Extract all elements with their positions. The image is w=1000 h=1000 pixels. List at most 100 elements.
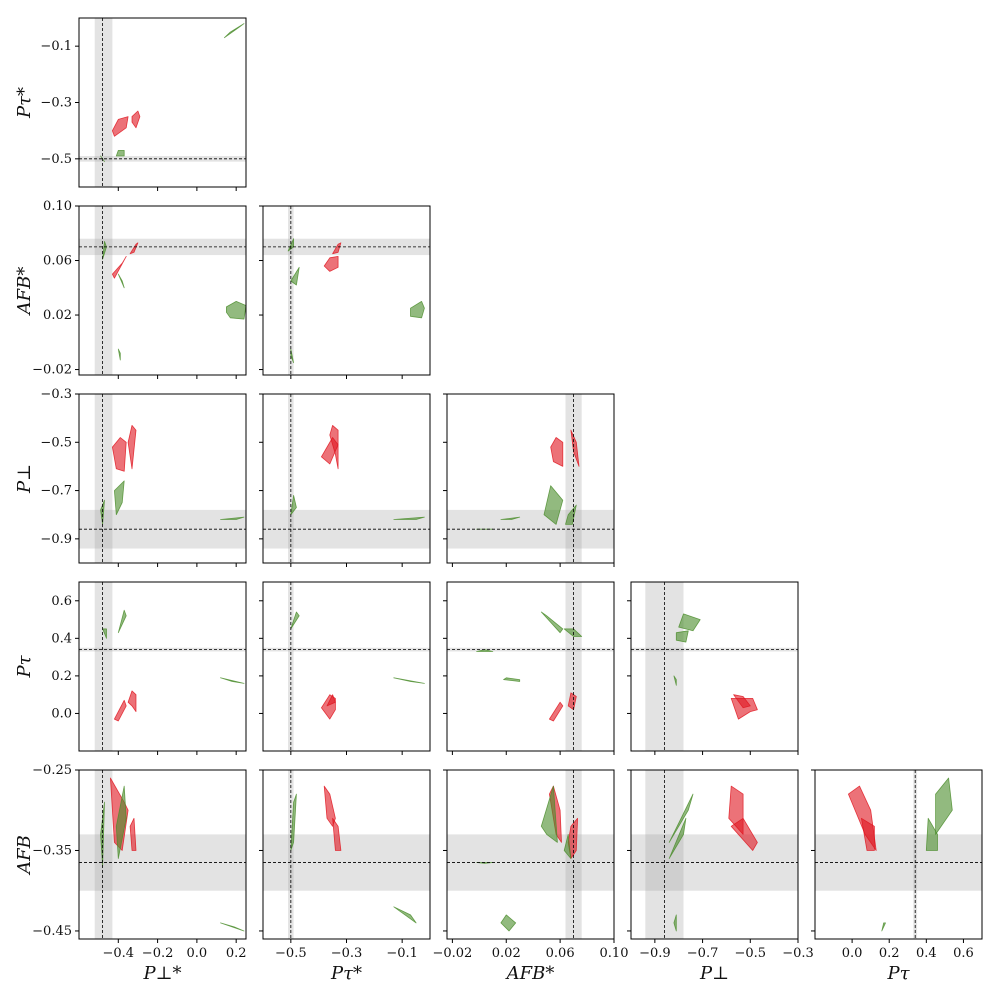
green-region-4 <box>503 677 521 682</box>
red-region-1 <box>730 817 758 851</box>
x-tick-label: −0.02 <box>432 946 472 961</box>
panel-AFB_star-vs-Ptau_star <box>259 205 431 379</box>
y-tick-label: 0.4 <box>51 631 72 646</box>
green-region-2 <box>290 494 297 516</box>
plot-area <box>815 770 982 939</box>
green-region-3 <box>393 516 425 520</box>
red-region-1 <box>570 429 580 467</box>
reference-band-x <box>94 206 113 375</box>
reference-band-x <box>288 582 294 751</box>
panel-Pperp-vs-Ptau_star <box>259 393 431 567</box>
x-tick-label: 0.06 <box>546 946 575 961</box>
red-region-1 <box>127 690 137 712</box>
panel-frame <box>630 769 799 940</box>
red-region-1 <box>332 242 342 255</box>
y-tick-label: 0.0 <box>51 706 72 721</box>
y-tick-label: −0.5 <box>40 152 72 167</box>
red-region-0 <box>730 698 758 720</box>
x-tick-label: 0.02 <box>492 946 521 961</box>
green-region-2 <box>114 480 125 516</box>
green-region-4 <box>102 240 107 260</box>
green-region-2 <box>668 793 694 843</box>
reference-band-y <box>79 156 246 162</box>
y-tick-label: 0.10 <box>43 199 72 214</box>
y-axis-title: Pτ <box>14 654 35 678</box>
panel-AFB-vs-Ptau: 0.0 0.2 0.4 0.6 Pτ <box>811 769 983 984</box>
green-region-3 <box>102 628 107 639</box>
red-region-1 <box>332 817 342 851</box>
x-axis-title: Pτ <box>886 963 910 984</box>
reference-band-x <box>288 770 294 939</box>
panel-Ptau-vs-Pperp <box>627 581 799 755</box>
green-region-4 <box>673 675 677 686</box>
plot-area <box>631 582 798 751</box>
reference-band-x <box>565 582 582 751</box>
x-tick-label: −0.2 <box>142 946 174 961</box>
reference-band-x <box>94 770 113 939</box>
green-region-2 <box>115 785 127 859</box>
green-region-3 <box>675 630 689 643</box>
panel-Ptau_star-vs-Pperp_star: −0.5 −0.3 −0.1 Pτ* <box>14 17 247 191</box>
green-region-5 <box>117 348 121 361</box>
panel-AFB_star-vs-Pperp_star: −0.02 0.02 0.06 0.10 AFB* <box>14 199 247 379</box>
green-region-3 <box>668 817 687 859</box>
green-region-4 <box>673 914 677 932</box>
plot-area <box>631 770 798 939</box>
reference-band-y <box>79 238 246 256</box>
plot-area <box>79 394 246 563</box>
green-region-4 <box>220 677 245 684</box>
x-tick-label: −0.5 <box>734 946 766 961</box>
green-region-2 <box>678 613 701 632</box>
red-region-1 <box>127 424 137 470</box>
panel-AFB-vs-AFB_star: −0.02 0.02 0.06 0.10 AFB* <box>432 769 628 984</box>
y-axis-title: AFB <box>14 835 35 876</box>
green-region-3 <box>393 906 417 924</box>
x-tick-label: 0.4 <box>916 946 937 961</box>
green-region-2 <box>223 23 245 39</box>
y-tick-label: 0.2 <box>51 669 72 684</box>
green-region-4 <box>500 914 517 932</box>
plot-area <box>263 394 430 563</box>
y-tick-label: −0.9 <box>40 532 72 547</box>
x-tick-label: −0.7 <box>687 946 719 961</box>
panel-frame <box>446 393 615 564</box>
plot-area <box>79 770 246 939</box>
reference-band-y <box>263 238 430 256</box>
green-region-2 <box>117 609 127 634</box>
y-tick-label: −0.02 <box>32 363 72 378</box>
red-region-0 <box>112 116 129 137</box>
panel-Ptau-vs-Pperp_star: 0.0 0.2 0.4 0.6 Pτ <box>14 581 247 755</box>
y-tick-label: −0.45 <box>32 924 72 939</box>
panel-frame <box>814 769 983 940</box>
green-region-3 <box>117 273 125 289</box>
y-tick-label: −0.35 <box>32 843 72 858</box>
panel-frame <box>78 205 247 376</box>
x-tick-label: 0.6 <box>953 946 974 961</box>
green-region-4 <box>500 516 521 520</box>
panel-AFB-vs-Ptau_star: −0.5 −0.3 −0.1 Pτ* <box>259 769 431 984</box>
green-region-3 <box>925 817 938 851</box>
green-region-2 <box>290 793 297 851</box>
green-region-4 <box>881 922 886 932</box>
green-region-2 <box>290 611 300 630</box>
y-tick-label: −0.1 <box>40 39 72 54</box>
green-region-3 <box>393 677 425 684</box>
reference-band-x <box>288 394 294 563</box>
reference-band-x <box>94 18 113 187</box>
panel-frame <box>446 581 615 752</box>
plot-area <box>79 582 246 751</box>
plot-area <box>447 770 614 939</box>
plot-area <box>263 770 430 939</box>
reference-band-x <box>288 206 294 375</box>
green-region-2 <box>935 777 953 835</box>
y-tick-label: 0.6 <box>51 594 72 609</box>
y-tick-label: 0.02 <box>43 308 72 323</box>
y-tick-label: −0.7 <box>40 484 72 499</box>
reference-band-y <box>631 647 798 652</box>
red-region-1 <box>733 694 751 709</box>
red-region-0 <box>323 255 339 272</box>
plot-area <box>447 394 614 563</box>
panel-frame <box>630 581 799 752</box>
panel-frame <box>446 769 615 940</box>
